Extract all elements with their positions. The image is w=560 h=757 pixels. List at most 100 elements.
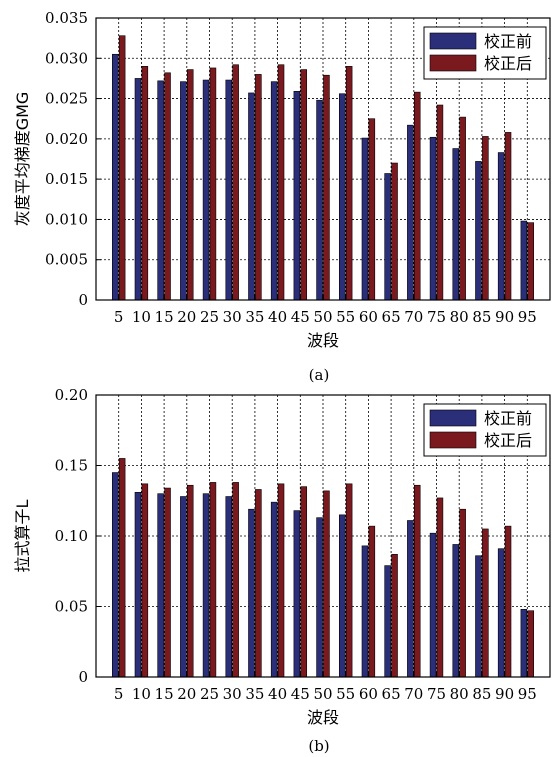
bar-after-15 [164,487,171,678]
bar-before-40 [270,501,278,678]
x-tick-label: 35 [245,685,264,703]
bar-after-80 [459,116,466,301]
bar-before-20 [180,81,187,301]
bar-before-35 [248,92,255,301]
x-tick-label: 40 [268,685,287,703]
y-tick-label: 0 [78,668,88,686]
plot-frame [95,394,551,678]
bar-before-80 [452,544,460,678]
bar-after-45 [300,69,308,301]
bar-after-70 [413,484,421,678]
bar-before-10 [134,78,142,301]
x-tick-label: 95 [518,308,537,326]
x-tick-label: 30 [223,308,242,326]
bar-before-55 [338,93,346,301]
bar-before-65 [384,173,391,301]
x-tick-label: 75 [427,685,446,703]
x-tick-label: 10 [132,308,151,326]
legend-label-after: 校正后 [484,54,532,73]
x-tick-label: 80 [450,685,469,703]
x-tick-label: 25 [200,308,219,326]
x-tick-label: 70 [404,685,423,703]
bar-before-75 [429,532,437,678]
bar-before-55 [338,514,346,678]
x-tick-label: 85 [472,685,491,703]
bar-before-65 [384,565,391,678]
y-tick-label: 0.005 [45,251,88,269]
x-tick-label: 20 [177,308,196,326]
x-tick-label: 20 [177,685,196,703]
x-axis-label: 波段 [307,331,339,350]
bar-before-30 [225,79,233,301]
bar-before-10 [134,491,142,678]
legend-swatch-before [429,409,477,427]
x-tick-label: 40 [268,308,287,326]
x-tick-label: 90 [495,308,514,326]
bar-after-5 [118,35,126,301]
bar-before-35 [248,508,255,678]
x-tick-label: 5 [114,308,124,326]
x-tick-label: 70 [404,308,423,326]
bar-before-70 [407,124,414,301]
x-tick-label: 15 [155,685,174,703]
y-tick-label: 0 [78,291,88,309]
bar-before-95 [520,220,528,301]
bar-after-5 [118,458,126,678]
x-tick-label: 45 [291,308,310,326]
bar-after-55 [345,483,353,678]
bar-after-50 [323,490,330,678]
x-tick-label: 60 [359,685,378,703]
y-axis-label: 拉式算子L [13,499,32,572]
bar-before-25 [202,493,210,678]
y-tick-label: 0.010 [45,210,88,228]
bar-after-35 [255,74,262,301]
x-tick-label: 35 [245,308,264,326]
bar-before-85 [475,161,482,301]
bar-after-45 [300,486,308,678]
bar-after-85 [482,136,489,301]
bar-after-40 [277,64,285,301]
bar-before-70 [407,520,414,678]
bar-after-60 [368,118,376,301]
bar-after-30 [232,64,239,301]
x-tick-label: 80 [450,308,469,326]
plot-frame [95,17,551,301]
bar-before-50 [316,517,323,678]
y-tick-label: 0.025 [45,90,88,108]
bar-before-15 [157,493,164,678]
bar-before-95 [520,609,528,678]
figure-caption: (b) [308,737,329,755]
chart-a: 0 0.005 0.010 0.015 0.020 0.025 0.030 0.035 5 10 1… [13,9,551,384]
bar-after-90 [504,525,512,678]
bar-before-20 [180,496,187,678]
bar-after-95 [527,610,535,678]
x-axis-label: 波段 [307,708,339,727]
x-tick-label: 5 [114,685,124,703]
bar-after-90 [504,132,512,301]
y-axis-label: 灰度平均梯度GMG [13,92,32,227]
bar-after-20 [187,484,194,678]
legend-swatch-after [429,54,477,72]
bar-before-45 [293,510,301,678]
bar-before-85 [475,555,482,678]
y-tick-label: 0.15 [55,457,88,475]
x-tick-label: 55 [336,685,355,703]
chart-b: 0 0.05 0.10 0.15 0.20 5 10 15 20 25 30 35 40 45 50 55 60… [13,386,551,755]
y-tick-label: 0.020 [45,130,88,148]
bar-after-75 [436,497,444,678]
y-tick-label: 0.10 [55,527,88,545]
x-tick-label: 95 [518,685,537,703]
bar-after-35 [255,489,262,678]
bar-after-70 [413,91,421,301]
x-tick-label: 25 [200,685,219,703]
bar-after-15 [164,72,171,301]
bar-after-30 [232,482,239,678]
y-tick-label: 0.035 [45,9,88,27]
bar-after-20 [187,69,194,301]
x-tick-label: 65 [382,308,401,326]
bar-after-75 [436,104,444,301]
bar-after-60 [368,525,376,678]
legend-swatch-after [429,431,477,449]
